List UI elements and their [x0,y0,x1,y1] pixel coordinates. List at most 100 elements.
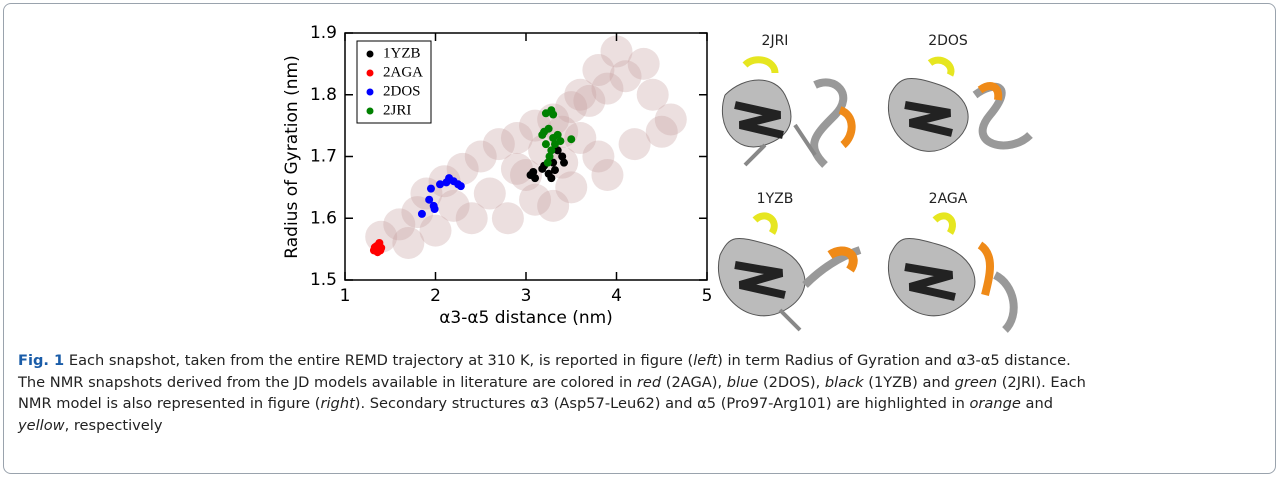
density-point [392,226,425,259]
density-point [419,214,452,247]
caption-run: black [824,373,864,391]
density-point [555,171,588,204]
point [550,166,559,175]
point [541,140,550,149]
point [417,209,426,218]
density-point [582,140,615,173]
density-point [446,152,479,185]
point [553,146,562,155]
caption-run: and [1020,395,1053,412]
protein-2JRI [721,56,856,168]
structure-label: 2AGA [929,191,968,207]
caption-line: NMR model is also represented in figure … [18,393,1268,415]
point [547,146,556,155]
caption-line: Fig. 1 Each snapshot, taken from the ent… [18,350,1268,372]
density-point [618,128,651,161]
density-point [600,35,633,68]
structure-label: 2DOS [928,33,968,49]
caption-run: NMR model is also represented in figure … [18,395,321,412]
legend-label: 2JRI [383,102,411,118]
point [529,167,538,176]
protein-1YZB [718,212,862,332]
caption-run: red [636,373,662,391]
point [456,182,465,191]
caption-run: The NMR snapshots derived from the JD mo… [18,373,637,391]
density-point [500,152,533,185]
x-tick-label: 4 [611,286,622,306]
density-point [500,121,533,154]
density-point [555,91,588,124]
x-tick-label: 1 [340,286,351,306]
point [567,135,576,144]
density-point [410,177,443,210]
caption-run: Each snapshot, taken from the entire REM… [64,352,694,369]
caption-run: (1YZB) and [863,373,955,391]
point [425,195,434,204]
point [556,137,565,146]
y-tick-label: 1.9 [310,23,337,43]
density-point [636,78,669,111]
figure-caption: Fig. 1 Each snapshot, taken from the ent… [18,350,1268,436]
density-point [609,60,642,93]
density-point [510,159,542,192]
point [560,158,569,167]
caption-run: orange [969,395,1021,412]
legend-marker [366,69,374,77]
density-point [654,103,687,136]
density-point [519,183,552,216]
structure-label: 1YZB [757,191,794,207]
y-tick-label: 1.6 [310,208,337,228]
legend-label: 2AGA [383,64,423,80]
protein-2AGA [888,212,1018,333]
density-point [564,121,597,154]
caption-line: yellow, respectively [18,415,1268,437]
density-point [482,128,515,161]
point [549,110,558,119]
point [558,152,567,161]
point [545,152,554,161]
density-point [627,47,660,80]
x-tick-label: 2 [430,286,441,306]
point [547,174,556,183]
caption-run: Fig. 1 [18,352,65,369]
plot-area [365,35,687,259]
point [543,158,552,167]
density-point [591,159,624,192]
point [436,180,445,189]
point [376,246,385,255]
caption-line: The NMR snapshots derived from the JD mo… [18,372,1268,394]
density-point [491,202,524,235]
density-point [473,177,506,210]
density-point [564,78,597,111]
caption-run: left [693,352,718,369]
caption-run: yellow [18,416,65,434]
y-tick-label: 1.8 [310,85,337,105]
density-point [582,54,615,87]
y-tick-label: 1.7 [310,147,337,167]
caption-run: , respectively [64,416,163,434]
density-point [401,196,434,229]
density-point [591,72,624,105]
density-point [537,189,570,222]
density-point [455,202,488,235]
caption-run: blue [726,373,759,391]
point [538,130,547,139]
caption-run: ) in term Radius of Gyration and α3-α5 d… [717,352,1071,369]
density-point [464,140,497,173]
legend-label: 1YZB [383,45,421,61]
legend-marker [366,88,374,96]
x-tick-label: 5 [702,286,713,306]
caption-run: (2DOS), [758,373,825,391]
legend-marker [366,50,374,58]
density-point [573,84,606,117]
density-point [645,115,678,148]
caption-run: (2AGA), [661,373,727,391]
figure-frame [3,3,1276,474]
point [430,204,439,213]
legend-label: 2DOS [383,83,421,99]
y-axis-title: Radius of Gyration (nm) [282,55,302,258]
caption-run: ). Secondary structures α3 (Asp57-Leu62)… [354,395,970,412]
legend-marker [366,107,374,115]
